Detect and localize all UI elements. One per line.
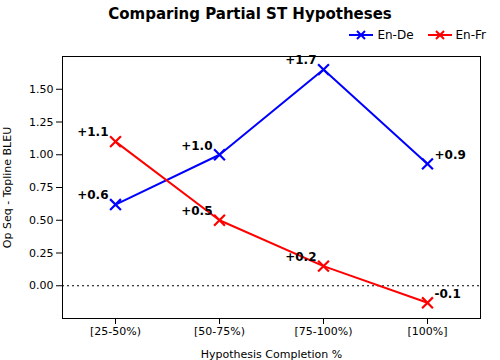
svg-text:1.25: 1.25 (29, 116, 54, 129)
svg-text:-0.1: -0.1 (435, 287, 461, 301)
svg-text:+1.0: +1.0 (181, 139, 212, 153)
html-text:En-De: En-De (377, 28, 414, 42)
svg-text:[75-100%): [75-100%) (295, 325, 353, 338)
svg-text:[25-50%): [25-50%) (90, 325, 141, 338)
svg-text:+0.5: +0.5 (181, 204, 212, 218)
html-text:Comparing Partial ST Hypothese: Comparing Partial ST Hypotheses (108, 5, 392, 23)
svg-text:[50-75%): [50-75%) (194, 325, 245, 338)
svg-text:Op Seq - Topline BLEU: Op Seq - Topline BLEU (1, 127, 14, 248)
svg-text:+0.9: +0.9 (435, 148, 466, 162)
svg-text:+1.7: +1.7 (285, 53, 316, 67)
svg-text:Hypothesis Completion %: Hypothesis Completion % (201, 348, 343, 360)
svg-text:1.50: 1.50 (29, 83, 54, 96)
svg-text:+1.1: +1.1 (77, 125, 108, 139)
svg-text:0.50: 0.50 (29, 214, 54, 227)
html-text:En-Fr: En-Fr (455, 28, 486, 42)
svg-text:+0.2: +0.2 (285, 250, 316, 264)
svg-text:0.00: 0.00 (29, 279, 54, 292)
svg-text:0.75: 0.75 (29, 181, 54, 194)
svg-text:+0.6: +0.6 (77, 188, 108, 202)
svg-text:0.25: 0.25 (29, 247, 54, 260)
svg-text:1.00: 1.00 (29, 148, 54, 161)
svg-text:[100%]: [100%] (407, 325, 447, 338)
